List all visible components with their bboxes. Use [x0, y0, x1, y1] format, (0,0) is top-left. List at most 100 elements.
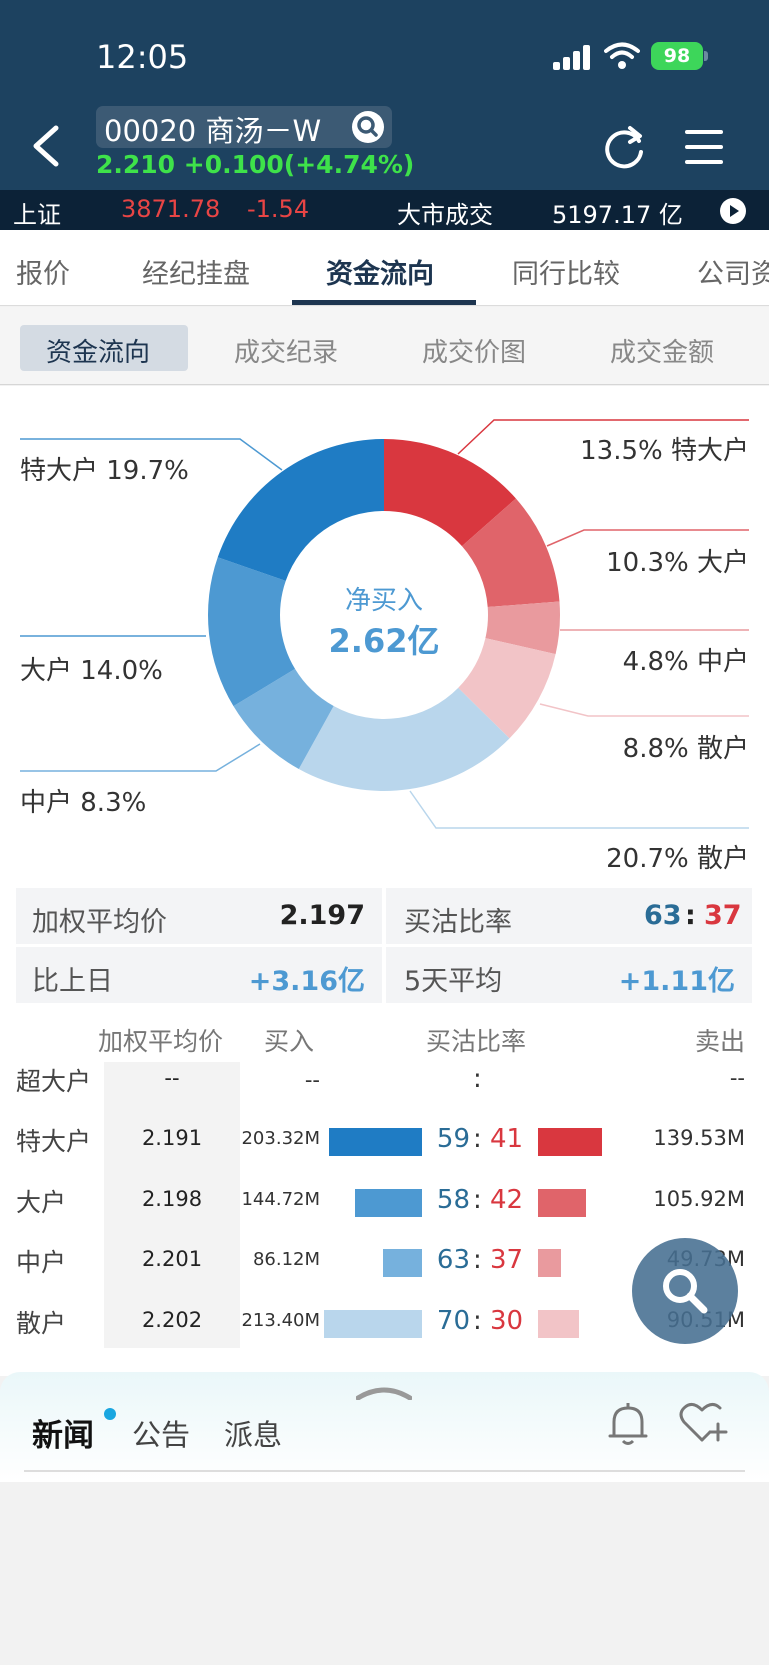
- search-icon[interactable]: [352, 111, 384, 143]
- row-ratio-sep: :: [473, 1124, 482, 1154]
- row-buy: 213.40M: [241, 1310, 320, 1331]
- row-ratio-sep: :: [473, 1306, 482, 1336]
- main-tabs: [0, 230, 769, 306]
- battery-nub: [704, 51, 708, 61]
- row-sell: 105.92M: [653, 1187, 745, 1211]
- row-avg: --: [164, 1066, 180, 1090]
- row-buy: 86.12M: [252, 1249, 320, 1270]
- th-avg: 加权平均价: [98, 1027, 224, 1056]
- donut-label-m-buy: 中户 8.3%: [20, 788, 147, 818]
- wifi-icon: [604, 42, 640, 69]
- row-ratio-sell: 41: [490, 1124, 524, 1154]
- row-label: 超大户: [16, 1067, 92, 1096]
- donut-slice-3: [458, 638, 556, 739]
- refresh-icon[interactable]: [602, 122, 648, 172]
- tab-broker-queue[interactable]: 经纪挂盘: [142, 259, 250, 290]
- row-buy: 144.72M: [241, 1189, 320, 1210]
- stat-ratio-box: [386, 888, 752, 944]
- stat-five-value: +1.11亿: [618, 966, 735, 997]
- back-icon[interactable]: [28, 122, 64, 170]
- row-ratio-sell: 37: [490, 1245, 524, 1275]
- magnifier-icon: [663, 1269, 708, 1314]
- donut-slice-7: [217, 439, 384, 581]
- th-ratio: 买沽比率: [426, 1027, 527, 1056]
- stat-five-label: 5天平均: [404, 966, 503, 997]
- unread-dot: [104, 1408, 116, 1420]
- donut-label-xl-sell: 13.5% 特大户: [580, 436, 749, 466]
- market-turnover-value: 5197.17 亿: [552, 201, 683, 229]
- row-avg: 2.198: [141, 1187, 203, 1211]
- row-avg: 2.201: [141, 1247, 203, 1271]
- row-label: 大户: [16, 1188, 67, 1217]
- chevron-up-icon[interactable]: [356, 1384, 412, 1400]
- news-tab-news[interactable]: 新闻: [32, 1418, 94, 1454]
- news-tab-announce[interactable]: 公告: [132, 1418, 191, 1452]
- row-ratio-buy: 59: [436, 1124, 470, 1154]
- stat-avg-value: 2.197: [279, 900, 365, 931]
- donut-slice-4: [298, 687, 510, 791]
- donut-slice-1: [461, 498, 560, 608]
- sell-bar: [538, 1310, 579, 1338]
- watchlist-add-icon[interactable]: [678, 1400, 730, 1446]
- stat-prev-label: 比上日: [32, 966, 113, 997]
- row-label: 中户: [16, 1248, 67, 1277]
- sell-bar: [538, 1128, 602, 1156]
- row-buy: 203.32M: [241, 1128, 320, 1149]
- stat-five-box: [386, 947, 752, 1003]
- stat-ratio-sep: :: [685, 900, 696, 931]
- buy-bar: [355, 1189, 422, 1217]
- donut-center-value: 2.62亿: [328, 622, 440, 660]
- tab-quote[interactable]: 报价: [16, 259, 70, 290]
- row-ratio-sell: 30: [490, 1306, 524, 1336]
- row-avg: 2.202: [141, 1308, 203, 1332]
- tab-peer-compare[interactable]: 同行比较: [512, 259, 620, 290]
- market-ticker: [0, 190, 769, 230]
- subtab-money-flow[interactable]: 资金流向: [46, 338, 151, 368]
- news-tab-dividend[interactable]: 派息: [224, 1418, 283, 1452]
- signal-icon: [553, 44, 593, 70]
- row-ratio-sep: :: [473, 1185, 482, 1215]
- row-avg: 2.191: [141, 1126, 203, 1150]
- donut-label-m-sell: 4.8% 中户: [622, 647, 749, 677]
- row-ratio-sell: 42: [490, 1185, 524, 1215]
- row-buy: --: [304, 1068, 320, 1092]
- battery-icon: 98: [651, 42, 703, 70]
- tab-money-flow[interactable]: 资金流向: [326, 259, 434, 290]
- stat-avg-label: 加权平均价: [32, 907, 167, 938]
- stock-name: 00020 商汤－W: [104, 114, 322, 148]
- row-label: 特大户: [16, 1127, 92, 1156]
- buy-bar: [324, 1310, 422, 1338]
- buy-bar: [383, 1249, 422, 1277]
- row-ratio-buy: 63: [436, 1245, 470, 1275]
- stat-ratio-sell: 37: [704, 900, 742, 931]
- row-label: 散户: [16, 1309, 67, 1338]
- bell-icon[interactable]: [606, 1400, 650, 1448]
- stat-prev-box: [16, 947, 382, 1003]
- subtab-turnover[interactable]: 成交金额: [610, 338, 715, 368]
- price-change: 2.210 +0.100(+4.74%): [96, 150, 415, 179]
- row-ratio-sep: :: [473, 1245, 482, 1275]
- play-icon[interactable]: [719, 197, 747, 225]
- row-ratio-sep: :: [473, 1064, 482, 1094]
- row-ratio-buy: 58: [436, 1185, 470, 1215]
- row-sell: 139.53M: [653, 1126, 745, 1150]
- row-sell: --: [729, 1066, 745, 1090]
- subtab-trade-log[interactable]: 成交纪录: [234, 338, 339, 368]
- donut-slice-5: [233, 668, 334, 770]
- donut-chart: [20, 419, 749, 829]
- search-fab[interactable]: [632, 1238, 738, 1344]
- donut-slice-0: [384, 439, 516, 547]
- donut-slice-6: [207, 557, 296, 707]
- stat-ratio-label: 买沽比率: [404, 907, 512, 938]
- menu-icon[interactable]: [685, 130, 723, 164]
- buy-bar: [329, 1128, 422, 1156]
- donut-slice-2: [485, 601, 560, 655]
- tab-company-info[interactable]: 公司资: [697, 259, 769, 290]
- sell-bar: [538, 1249, 561, 1277]
- news-content-area: [0, 1482, 769, 1602]
- index-name: 上证: [13, 201, 61, 229]
- stock-search-box[interactable]: [96, 106, 392, 148]
- subtab-active-pill: [20, 325, 188, 371]
- stat-prev-value: +3.16亿: [248, 966, 365, 997]
- subtab-price-chart[interactable]: 成交价图: [422, 338, 527, 368]
